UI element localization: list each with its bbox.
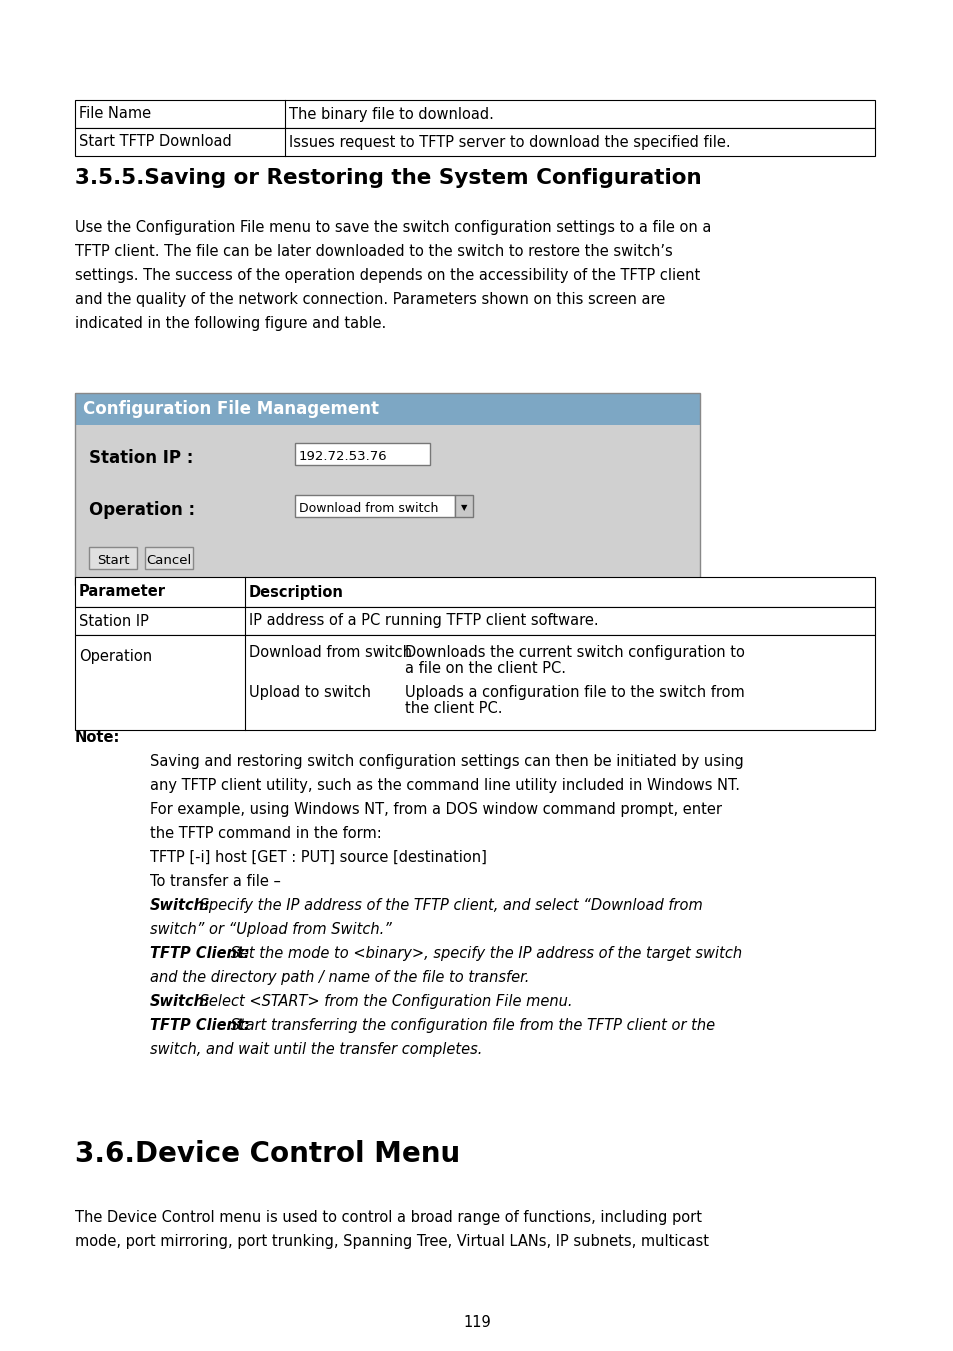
Text: indicated in the following figure and table.: indicated in the following figure and ta… <box>75 316 386 331</box>
Text: Description: Description <box>249 585 343 600</box>
Text: mode, port mirroring, port trunking, Spanning Tree, Virtual LANs, IP subnets, mu: mode, port mirroring, port trunking, Spa… <box>75 1233 708 1250</box>
Text: Select <START> from the Configuration File menu.: Select <START> from the Configuration Fi… <box>195 994 573 1009</box>
Text: Note:: Note: <box>75 730 120 744</box>
Text: ▼: ▼ <box>460 504 467 512</box>
Text: TFTP Client:: TFTP Client: <box>150 1019 250 1034</box>
Bar <box>455 494 473 517</box>
Bar <box>75 577 874 607</box>
Text: 3.6.Device Control Menu: 3.6.Device Control Menu <box>75 1140 459 1169</box>
Text: Upload to switch: Upload to switch <box>249 685 371 700</box>
Text: Download from switch: Download from switch <box>249 644 412 661</box>
Text: Download from switch: Download from switch <box>298 501 438 515</box>
Text: Downloads the current switch configuration to: Downloads the current switch configurati… <box>405 644 744 661</box>
Text: Uploads a configuration file to the switch from: Uploads a configuration file to the swit… <box>405 685 744 700</box>
Text: the client PC.: the client PC. <box>405 701 502 716</box>
Text: switch” or “Upload from Switch.”: switch” or “Upload from Switch.” <box>150 921 392 938</box>
Bar <box>75 607 874 635</box>
Text: Start transferring the configuration file from the TFTP client or the: Start transferring the configuration fil… <box>226 1019 715 1034</box>
Bar <box>145 547 193 569</box>
Text: TFTP Client:: TFTP Client: <box>150 946 250 961</box>
Text: Operation :: Operation : <box>89 501 195 519</box>
Text: TFTP [-i] host [GET : PUT] source [destination]: TFTP [-i] host [GET : PUT] source [desti… <box>150 850 486 865</box>
Text: settings. The success of the operation depends on the accessibility of the TFTP : settings. The success of the operation d… <box>75 267 700 282</box>
Text: Cancel: Cancel <box>146 554 192 566</box>
Text: and the directory path / name of the file to transfer.: and the directory path / name of the fil… <box>150 970 529 985</box>
Bar <box>75 100 874 128</box>
Text: the TFTP command in the form:: the TFTP command in the form: <box>150 825 381 842</box>
Bar <box>75 393 700 426</box>
Text: To transfer a file –: To transfer a file – <box>150 874 280 889</box>
Text: The binary file to download.: The binary file to download. <box>289 107 494 122</box>
Text: Saving and restoring switch configuration settings can then be initiated by usin: Saving and restoring switch configuratio… <box>150 754 743 769</box>
Text: Specify the IP address of the TFTP client, and select “Download from: Specify the IP address of the TFTP clien… <box>195 898 702 913</box>
Text: Station IP :: Station IP : <box>89 449 193 467</box>
Text: 119: 119 <box>462 1315 491 1329</box>
Text: TFTP client. The file can be later downloaded to the switch to restore the switc: TFTP client. The file can be later downl… <box>75 245 672 259</box>
Text: Configuration File Management: Configuration File Management <box>83 400 378 417</box>
Text: Use the Configuration File menu to save the switch configuration settings to a f: Use the Configuration File menu to save … <box>75 220 711 235</box>
Text: For example, using Windows NT, from a DOS window command prompt, enter: For example, using Windows NT, from a DO… <box>150 802 721 817</box>
Text: Start TFTP Download: Start TFTP Download <box>79 135 232 150</box>
Text: 192.72.53.76: 192.72.53.76 <box>298 450 387 462</box>
Text: 3.5.5.Saving or Restoring the System Configuration: 3.5.5.Saving or Restoring the System Con… <box>75 168 700 188</box>
Bar <box>75 393 700 585</box>
Text: a file on the client PC.: a file on the client PC. <box>405 661 565 676</box>
Text: IP address of a PC running TFTP client software.: IP address of a PC running TFTP client s… <box>249 613 598 628</box>
Text: Switch:: Switch: <box>150 994 211 1009</box>
Bar <box>75 635 874 730</box>
Text: any TFTP client utility, such as the command line utility included in Windows NT: any TFTP client utility, such as the com… <box>150 778 740 793</box>
Bar <box>89 547 137 569</box>
Text: Operation: Operation <box>79 648 152 663</box>
Text: and the quality of the network connection. Parameters shown on this screen are: and the quality of the network connectio… <box>75 292 664 307</box>
Text: switch, and wait until the transfer completes.: switch, and wait until the transfer comp… <box>150 1042 482 1056</box>
Text: Station IP: Station IP <box>79 613 149 628</box>
Text: Start: Start <box>96 554 129 566</box>
Text: The Device Control menu is used to control a broad range of functions, including: The Device Control menu is used to contr… <box>75 1210 701 1225</box>
Text: Switch:: Switch: <box>150 898 211 913</box>
Bar <box>294 443 430 465</box>
Text: Parameter: Parameter <box>79 585 166 600</box>
Bar <box>294 494 455 517</box>
Text: Set the mode to <binary>, specify the IP address of the target switch: Set the mode to <binary>, specify the IP… <box>226 946 741 961</box>
Bar <box>75 128 874 155</box>
Text: Issues request to TFTP server to download the specified file.: Issues request to TFTP server to downloa… <box>289 135 730 150</box>
Bar <box>75 426 700 585</box>
Text: File Name: File Name <box>79 107 151 122</box>
